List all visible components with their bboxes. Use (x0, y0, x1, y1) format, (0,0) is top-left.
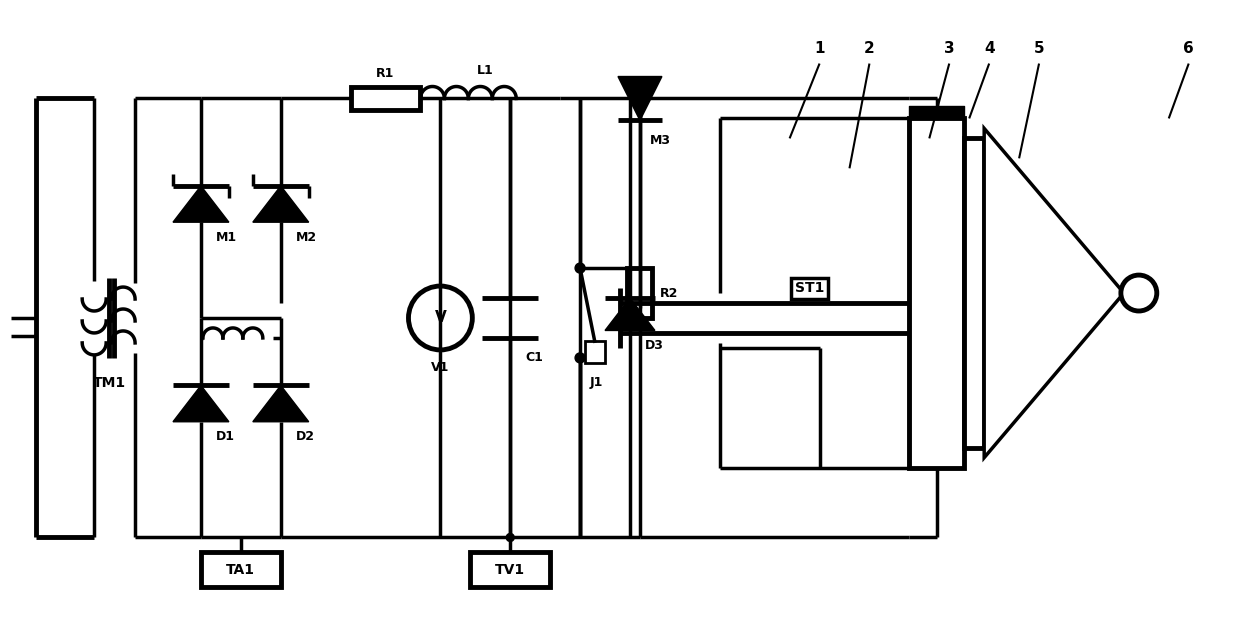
Bar (965, 138, 985, 447)
Text: M2: M2 (295, 231, 317, 243)
Text: D1: D1 (216, 430, 234, 443)
Text: TV1: TV1 (495, 563, 526, 577)
Polygon shape (174, 186, 229, 222)
Bar (470, 552, 551, 587)
Text: M1: M1 (216, 231, 237, 243)
Text: 6: 6 (1183, 41, 1194, 56)
Text: V: V (434, 310, 446, 326)
Text: 3: 3 (944, 41, 955, 56)
Polygon shape (985, 129, 1123, 458)
Text: 5: 5 (1034, 41, 1044, 56)
Text: R1: R1 (377, 67, 394, 80)
Text: J1: J1 (590, 376, 604, 389)
Bar (201, 552, 280, 587)
Text: ST1: ST1 (795, 281, 825, 295)
Text: TM1: TM1 (93, 376, 125, 390)
Text: 2: 2 (864, 41, 874, 56)
Polygon shape (253, 186, 309, 222)
Text: ST1: ST1 (795, 281, 825, 295)
Circle shape (575, 353, 585, 363)
Circle shape (1121, 275, 1157, 311)
Bar (585, 341, 605, 363)
Polygon shape (605, 298, 655, 331)
Text: D3: D3 (645, 339, 663, 352)
Text: 4: 4 (983, 41, 994, 56)
Text: M3: M3 (650, 134, 671, 147)
Text: R2: R2 (660, 287, 678, 300)
Text: L1: L1 (477, 64, 494, 77)
Circle shape (575, 263, 585, 273)
Polygon shape (174, 386, 229, 421)
Polygon shape (618, 77, 662, 121)
Bar (351, 87, 420, 111)
Bar (627, 268, 652, 318)
Text: TA1: TA1 (227, 563, 255, 577)
Text: 1: 1 (815, 41, 825, 56)
Circle shape (408, 286, 472, 350)
Bar (909, 119, 965, 468)
Polygon shape (253, 386, 309, 421)
Circle shape (506, 533, 515, 541)
Text: D2: D2 (295, 430, 315, 443)
Text: C1: C1 (526, 352, 543, 365)
Text: V1: V1 (432, 362, 450, 375)
